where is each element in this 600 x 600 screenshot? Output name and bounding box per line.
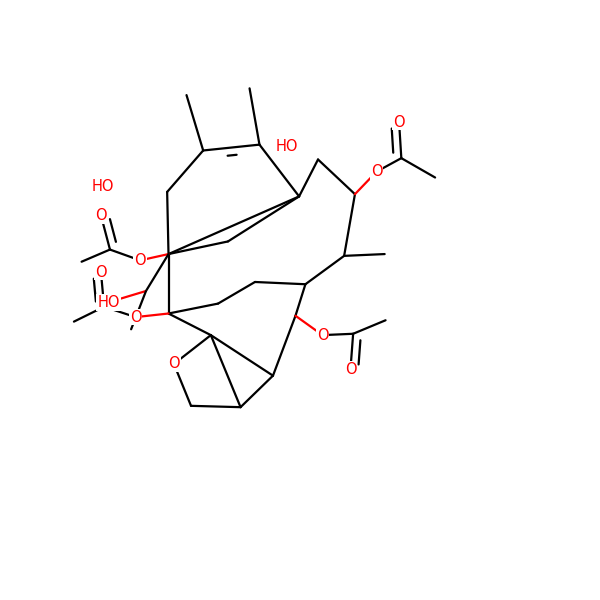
Text: HO: HO: [92, 179, 114, 194]
Text: O: O: [393, 115, 405, 130]
Text: O: O: [317, 328, 328, 343]
Text: O: O: [95, 208, 107, 223]
Text: HO: HO: [97, 295, 120, 310]
Text: O: O: [134, 253, 146, 268]
Text: O: O: [95, 265, 107, 280]
Text: O: O: [168, 356, 180, 371]
Text: O: O: [344, 362, 356, 377]
Text: O: O: [371, 164, 382, 179]
Text: HO: HO: [275, 139, 298, 154]
Text: O: O: [130, 310, 142, 325]
